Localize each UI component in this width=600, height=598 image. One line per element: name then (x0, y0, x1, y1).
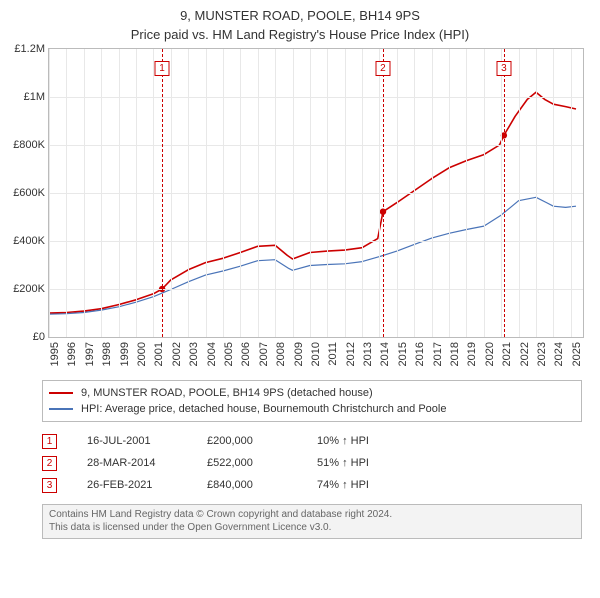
sale-marker-box: 3 (496, 61, 511, 76)
x-tick-label: 1995 (49, 342, 61, 366)
y-tick-label: £0 (33, 331, 45, 343)
x-tick-label: 1998 (101, 342, 113, 366)
x-tick-label: 2025 (571, 342, 583, 366)
y-tick-label: £1M (24, 91, 45, 103)
y-tick-label: £800K (13, 139, 45, 151)
license-footer: Contains HM Land Registry data © Crown c… (42, 504, 582, 539)
x-tick-label: 2013 (362, 342, 374, 366)
sale-price: £840,000 (207, 479, 317, 491)
sale-marker-box: 2 (375, 61, 390, 76)
sale-marker-line (162, 49, 163, 337)
sale-number-box: 1 (42, 434, 57, 449)
y-tick-label: £200K (13, 283, 45, 295)
x-tick-label: 1997 (84, 342, 96, 366)
x-tick-label: 2023 (536, 342, 548, 366)
sale-marker-line (383, 49, 384, 337)
y-tick-label: £400K (13, 235, 45, 247)
page-title: 9, MUNSTER ROAD, POOLE, BH14 9PS (0, 8, 600, 23)
price-chart: £0£200K£400K£600K£800K£1M£1.2M1995199619… (48, 48, 584, 338)
root: 9, MUNSTER ROAD, POOLE, BH14 9PS Price p… (0, 8, 600, 598)
x-tick-label: 2012 (345, 342, 357, 366)
x-tick-label: 2020 (484, 342, 496, 366)
x-tick-label: 2003 (188, 342, 200, 366)
x-tick-label: 2006 (240, 342, 252, 366)
sale-pct: 74% ↑ HPI (317, 479, 369, 491)
x-tick-label: 2007 (258, 342, 270, 366)
sale-marker-box: 1 (155, 61, 170, 76)
sales-row: 1 16-JUL-2001£200,00010% ↑ HPI (42, 430, 582, 452)
x-tick-label: 2008 (275, 342, 287, 366)
x-tick-label: 2014 (379, 342, 391, 366)
sale-marker-line (504, 49, 505, 337)
legend: 9, MUNSTER ROAD, POOLE, BH14 9PS (detach… (42, 380, 582, 422)
x-tick-label: 2015 (397, 342, 409, 366)
x-tick-label: 2024 (553, 342, 565, 366)
x-tick-label: 2019 (466, 342, 478, 366)
legend-label: 9, MUNSTER ROAD, POOLE, BH14 9PS (detach… (81, 387, 373, 399)
sale-number-box: 3 (42, 478, 57, 493)
x-tick-label: 2010 (310, 342, 322, 366)
sale-price: £200,000 (207, 435, 317, 447)
x-tick-label: 2017 (432, 342, 444, 366)
sales-row: 3 26-FEB-2021£840,00074% ↑ HPI (42, 474, 582, 496)
y-tick-label: £1.2M (14, 43, 45, 55)
footer-line-1: Contains HM Land Registry data © Crown c… (49, 509, 575, 522)
x-tick-label: 2011 (327, 342, 339, 366)
page-subtitle: Price paid vs. HM Land Registry's House … (0, 27, 600, 42)
sale-number-box: 2 (42, 456, 57, 471)
x-tick-label: 1999 (119, 342, 131, 366)
series-property (49, 92, 576, 313)
x-tick-label: 2018 (449, 342, 461, 366)
sale-price: £522,000 (207, 457, 317, 469)
legend-swatch (49, 392, 73, 394)
sale-pct: 10% ↑ HPI (317, 435, 369, 447)
x-tick-label: 2001 (153, 342, 165, 366)
x-tick-label: 2021 (501, 342, 513, 366)
legend-row: 9, MUNSTER ROAD, POOLE, BH14 9PS (detach… (49, 385, 575, 401)
legend-swatch (49, 408, 73, 410)
sale-date: 16-JUL-2001 (87, 435, 207, 447)
sales-table: 1 16-JUL-2001£200,00010% ↑ HPI 2 28-MAR-201… (42, 430, 582, 496)
legend-label: HPI: Average price, detached house, Bour… (81, 403, 446, 415)
series-hpi (49, 197, 576, 314)
legend-row: HPI: Average price, detached house, Bour… (49, 401, 575, 417)
sale-pct: 51% ↑ HPI (317, 457, 369, 469)
y-tick-label: £600K (13, 187, 45, 199)
footer-line-2: This data is licensed under the Open Gov… (49, 522, 575, 535)
x-tick-label: 2009 (293, 342, 305, 366)
sales-row: 2 28-MAR-2014£522,00051% ↑ HPI (42, 452, 582, 474)
x-tick-label: 2022 (519, 342, 531, 366)
x-tick-label: 2002 (171, 342, 183, 366)
x-tick-label: 2005 (223, 342, 235, 366)
x-tick-label: 2016 (414, 342, 426, 366)
sale-date: 26-FEB-2021 (87, 479, 207, 491)
sale-date: 28-MAR-2014 (87, 457, 207, 469)
x-tick-label: 1996 (66, 342, 78, 366)
x-tick-label: 2000 (136, 342, 148, 366)
x-tick-label: 2004 (206, 342, 218, 366)
